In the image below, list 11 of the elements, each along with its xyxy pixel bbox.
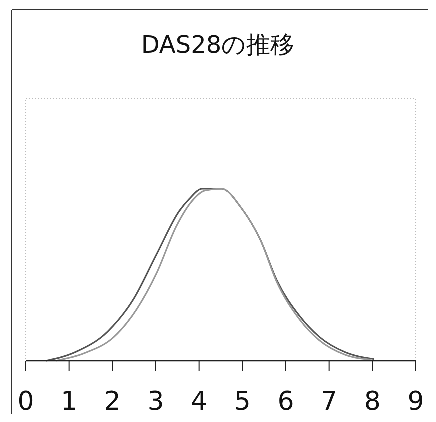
x-tick-label: 4 [191,387,208,417]
x-tick-label: 6 [278,387,294,417]
x-tick-label: 5 [234,387,251,417]
x-tick-label: 2 [104,387,121,417]
x-tick-label: 8 [364,387,381,417]
x-tick-label: 7 [321,387,338,417]
x-tick-label: 9 [408,387,424,417]
x-tick-label: 0 [18,387,34,417]
x-tick-label: 3 [148,387,164,417]
chart-title: DAS28の推移 [141,31,295,59]
x-tick-label: 1 [61,387,78,417]
